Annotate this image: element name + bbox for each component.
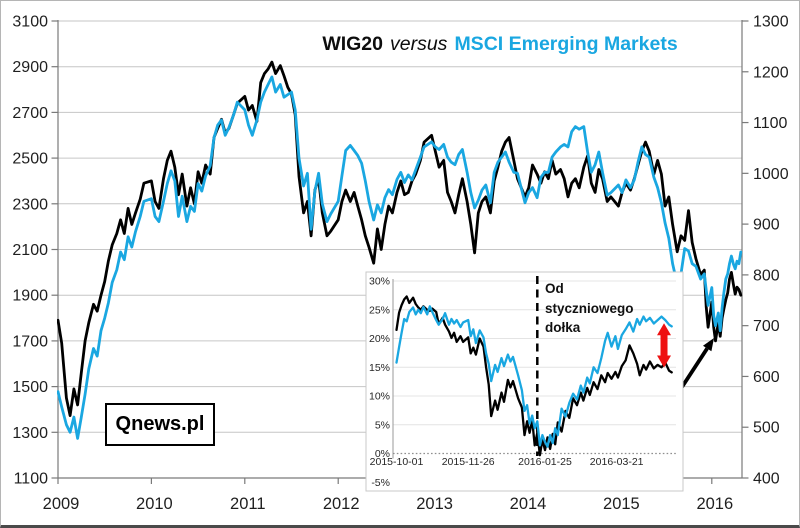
main-series — [57, 60, 743, 440]
left-axis-label: 2300 — [12, 196, 48, 213]
right-axis-label: 1100 — [753, 115, 788, 132]
x-axis-year-label: 2009 — [43, 495, 80, 513]
inset-chart: 30% 25% 20% 15% 10% 5% 0% -5% 2015-10-01 2015-11-… — [365, 271, 684, 492]
right-axis-label: 1200 — [753, 64, 789, 81]
qnews-watermark-label: Qnews.pl — [115, 413, 205, 435]
inset-series-line-wig20 — [395, 295, 673, 457]
series-line-msci — [57, 75, 743, 440]
right-axis-label: 600 — [753, 369, 780, 386]
annotation-arrow — [680, 338, 714, 389]
red-gap-arrow-head-down — [657, 355, 672, 368]
inset-x-axis-label: 2016-03-21 — [590, 456, 644, 468]
inset-y-axis-label: 15% — [369, 362, 390, 374]
inset-x-axis-label: 2016-01-25 — [518, 456, 572, 468]
right-axis-label: 1000 — [753, 166, 789, 183]
series-line-wig20 — [57, 60, 743, 418]
left-axis-label: 2900 — [12, 59, 48, 76]
inset-series-line-msci — [395, 305, 673, 448]
left-axis-label: 3100 — [12, 14, 48, 31]
left-axis-label: 2100 — [12, 242, 48, 259]
x-axis-year-label: 2011 — [230, 495, 265, 513]
red-gap-arrow — [657, 323, 672, 368]
left-axis-label: 1700 — [12, 333, 48, 350]
inset-y-axis-label: 25% — [369, 304, 390, 316]
right-axis-label: 700 — [753, 318, 780, 335]
left-axis-label: 2700 — [12, 105, 48, 122]
left-axis-label: 1500 — [12, 379, 48, 396]
inset-annotation-line3: dołka — [545, 320, 581, 335]
inset-x-axis-label: 2015-11-26 — [442, 456, 495, 468]
red-gap-arrow-head-up — [657, 323, 672, 336]
left-axis-label: 1100 — [14, 471, 49, 488]
x-axis-year-label: 2014 — [510, 495, 547, 513]
qnews-watermark-box: Qnews.pl — [105, 403, 215, 446]
left-axis-label: 1300 — [12, 425, 48, 442]
inset-x-axis-label: 2015-10-01 — [370, 456, 424, 468]
inset-y-axis-label: 5% — [375, 419, 390, 431]
annotation-arrow-head — [703, 338, 714, 352]
inset-y-axis-label: -5% — [371, 477, 390, 489]
chart-title-msci: MSCI Emerging Markets — [454, 33, 678, 55]
inset-annotation-line2: styczniowego — [545, 300, 634, 316]
inset-y-axis-label: 20% — [369, 333, 390, 345]
annotation-arrow-shaft — [680, 347, 709, 389]
inset-y-axis-label: 0% — [375, 448, 390, 460]
right-axis-label: 500 — [753, 420, 780, 437]
right-axis-label: 800 — [753, 267, 780, 284]
inset-annotation-line1: Od — [545, 281, 564, 296]
x-axis-year-label: 2012 — [323, 495, 360, 513]
x-axis-year-label: 2010 — [136, 495, 173, 513]
x-axis-year-label: 2013 — [416, 495, 453, 513]
right-axis-label: 1300 — [753, 14, 789, 31]
chart-title: WIG20 versus MSCI Emerging Markets — [250, 33, 750, 56]
chart-title-versus: versus — [390, 33, 448, 55]
right-axis-label: 900 — [753, 217, 780, 234]
inset-annotation: Od styczniowego dołka — [545, 279, 634, 338]
chart-title-wig20: WIG20 — [322, 33, 383, 55]
inset-y-axis-label: 10% — [369, 391, 390, 403]
x-axis-year-label: 2015 — [603, 495, 640, 513]
right-axis-label: 400 — [753, 471, 780, 488]
inset-y-axis-label: 30% — [369, 276, 390, 288]
x-axis-year-label: 2016 — [696, 495, 733, 513]
main-axis-labels: 3100 2900 2700 2500 2300 2100 1900 1700 1500 1300… — [12, 14, 788, 514]
left-axis-label: 1900 — [12, 288, 48, 305]
left-axis-label: 2500 — [12, 151, 48, 168]
